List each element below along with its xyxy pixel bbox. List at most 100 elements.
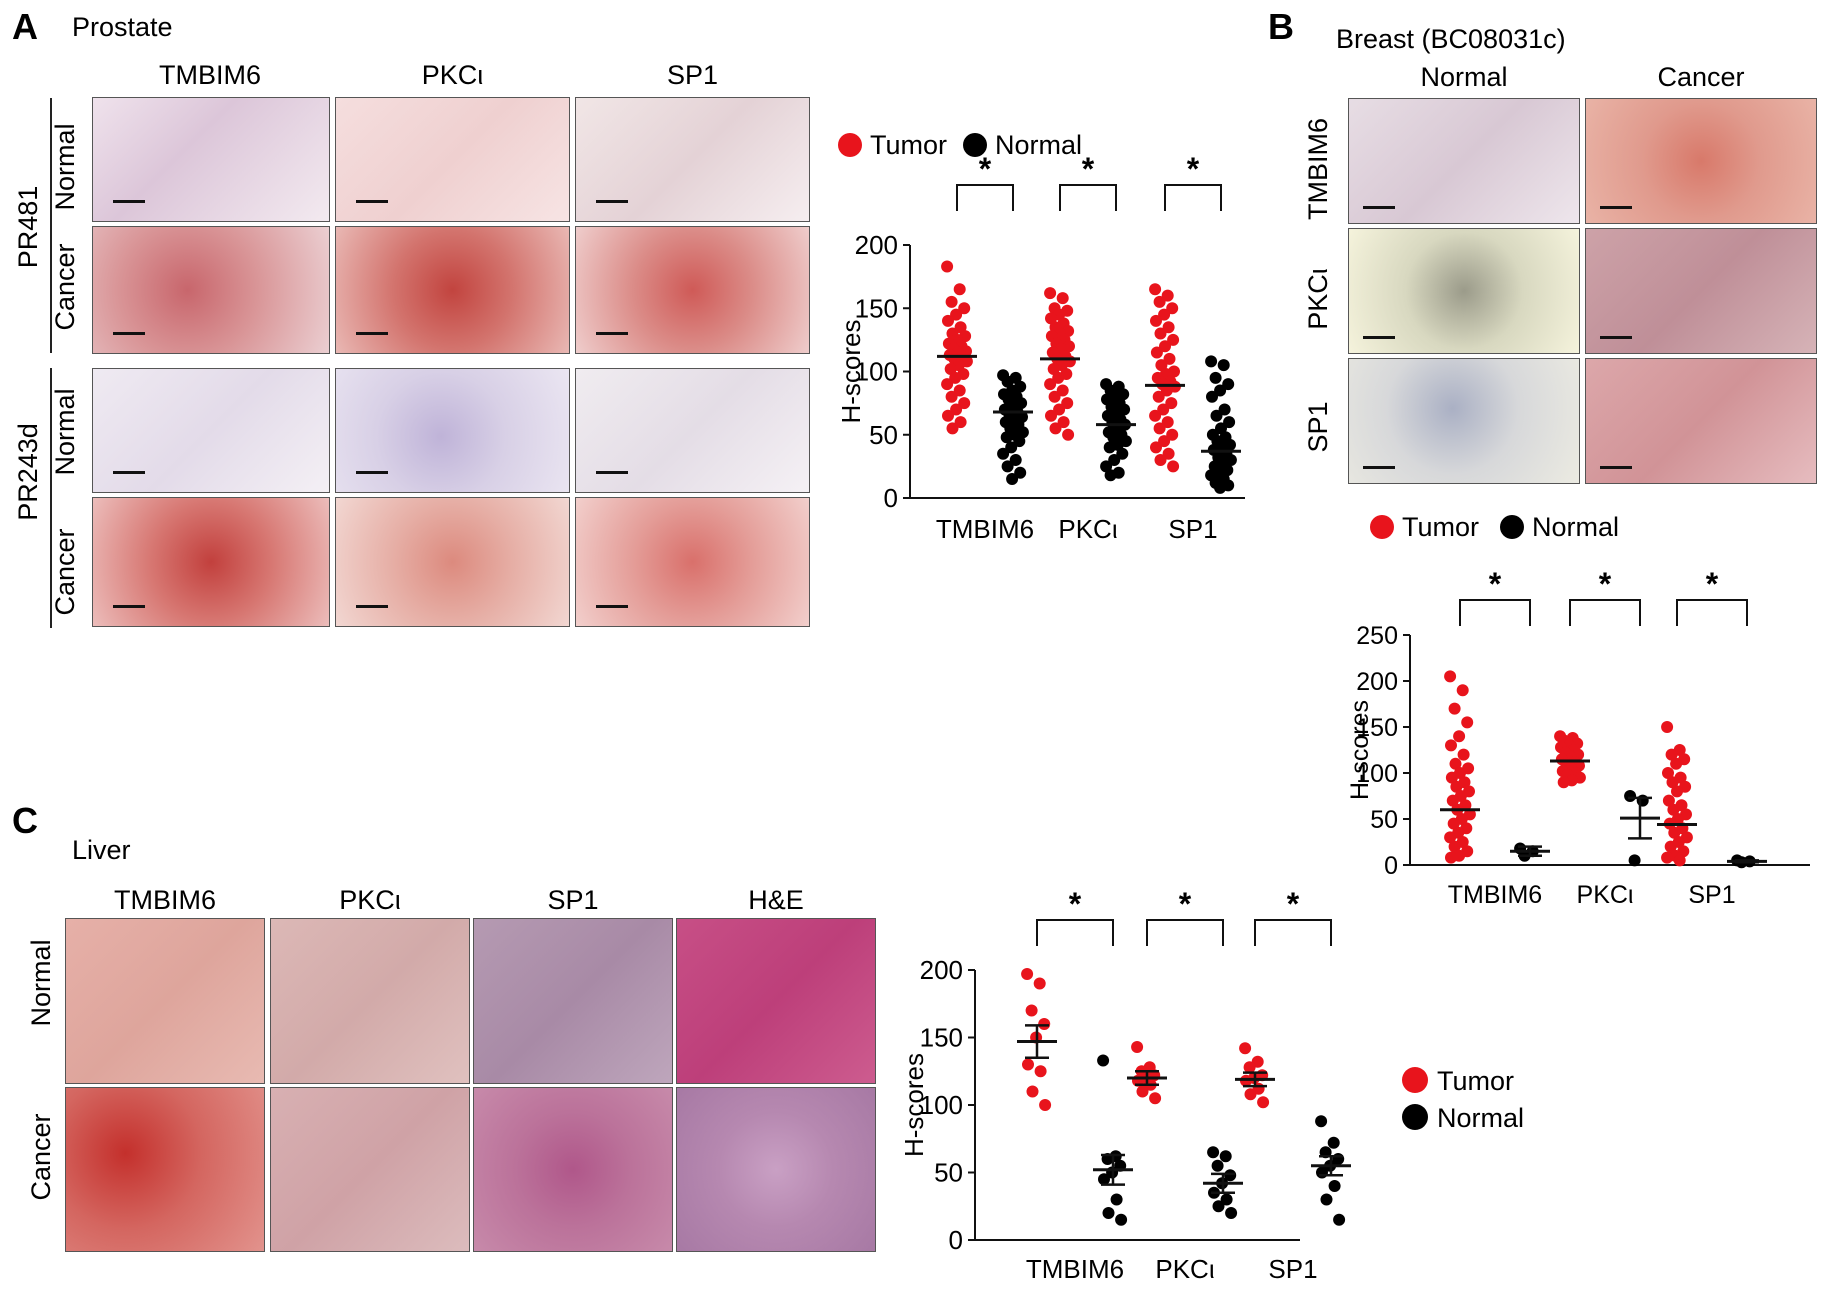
significance-bracket [1569,599,1641,626]
panel-a-row-normal-1: Normal [50,123,80,211]
normal-point [1211,1159,1224,1172]
tumor-point [1034,1065,1047,1078]
tumor-point [1153,422,1166,435]
tumor-point [1056,292,1069,305]
normal-point [1333,1213,1346,1226]
ihc-tile [335,226,570,354]
panel-a-letter: A [12,6,38,47]
tumor-point [1150,314,1162,327]
tumor-point [1447,817,1460,830]
tumor-point [1445,771,1458,784]
tumor-point [1671,785,1683,798]
ihc-tile [65,918,265,1084]
y-axis-label: H-scores [899,1053,929,1157]
panel-a-bracket-2 [50,368,52,628]
panel-b-row-sp1: SP1 [1303,401,1333,453]
tumor-point [1445,851,1457,864]
y-tick-label: 50 [869,420,898,450]
tumor-point [1154,327,1167,340]
tumor-point [1457,748,1470,761]
tumor-point [1239,1042,1252,1055]
legend-tumor-label: Tumor [1402,512,1479,542]
tumor-point [1056,384,1069,397]
normal-point [1206,390,1218,403]
tumor-point [1025,1004,1038,1017]
y-tick-label: 150 [1356,714,1398,742]
tumor-point [1453,730,1466,743]
significance-bracket [1676,599,1748,626]
tumor-point [1665,748,1678,761]
legend-normal-label: Normal [1532,512,1619,542]
normal-point [997,447,1010,460]
tumor-point [1158,435,1171,448]
normal-point [1316,1166,1328,1179]
y-tick-label: 200 [1356,668,1398,696]
legend-tumor-label: Tumor [1437,1066,1514,1096]
y-tick-label: 0 [884,483,898,513]
panel-c-row-cancer: Cancer [26,1113,56,1201]
normal-point [1636,794,1649,807]
normal-point [1628,854,1641,867]
panel-a-row-cancer-2: Cancer [50,528,80,616]
tumor-point [1166,302,1179,315]
y-tick-label: 150 [855,293,898,323]
ihc-tile [676,1087,876,1252]
y-tick-label: 50 [934,1158,963,1188]
panel-b-col-cancer: Cancer [1657,62,1745,92]
ihc-tile [335,97,570,222]
y-axis-label: H-scores [1346,700,1374,800]
y-tick-label: 150 [920,1023,963,1053]
ihc-tile [575,226,810,354]
y-tick-label: 200 [855,230,898,260]
tumor-point [1448,840,1461,853]
normal-point [1315,1115,1328,1128]
tumor-point [1661,721,1674,733]
x-category-label: SP1 [1168,514,1217,544]
y-tick-label: 100 [920,1090,963,1120]
y-tick-label: 100 [855,357,898,387]
normal-point [1116,447,1129,460]
normal-point [1108,454,1121,467]
ihc-tile [92,497,330,627]
legend-normal-label: Normal [995,130,1082,160]
tumor-point [1033,977,1046,990]
ihc-tile [575,368,810,493]
tumor-point [1243,1061,1256,1074]
tumor-point [1048,390,1061,403]
tumor-point [1456,684,1469,697]
normal-point [1006,473,1019,486]
ihc-tile [335,368,570,493]
panel-a-title: Prostate [72,12,173,42]
legend-tumor-marker [838,133,862,157]
tumor-point [1158,308,1171,321]
panel-b-chart: 0 50 100 150 200 250 H-scores TMBIM6 PKCι SP1 * * * T… [1346,512,1810,905]
legend-normal-marker [1500,515,1524,539]
tumor-point [1448,702,1461,715]
tumor-point [1053,403,1066,416]
tumor-point [1244,1088,1257,1101]
tumor-point [1038,1018,1051,1030]
normal-point [1207,1146,1220,1159]
tumor-point [1131,1040,1144,1053]
tumor-point [1449,757,1462,770]
tumor-point [1162,321,1175,334]
normal-point [1098,1173,1110,1186]
normal-point [1001,375,1014,388]
panel-a-bracket-1 [50,98,52,353]
panel-c-chart: 0 50 100 150 200 H-scores TMBIM6 PKCι SP1 * * * Tumo… [899,886,1524,1284]
tumor-point [1155,359,1168,372]
ihc-tile [92,368,330,493]
tumor-point [1673,854,1686,867]
normal-point [1100,460,1113,473]
tumor-point [1152,390,1165,403]
tumor-point [1049,422,1062,435]
tumor-point [1045,409,1057,422]
ihc-tile [1585,98,1817,224]
significance-star: * [1706,566,1719,602]
normal-point [1225,1207,1238,1219]
tumor-point [1045,312,1057,325]
normal-point [1624,790,1637,802]
tumor-point [950,308,963,321]
tumor-point [1664,840,1677,853]
ihc-tile [473,1087,673,1252]
